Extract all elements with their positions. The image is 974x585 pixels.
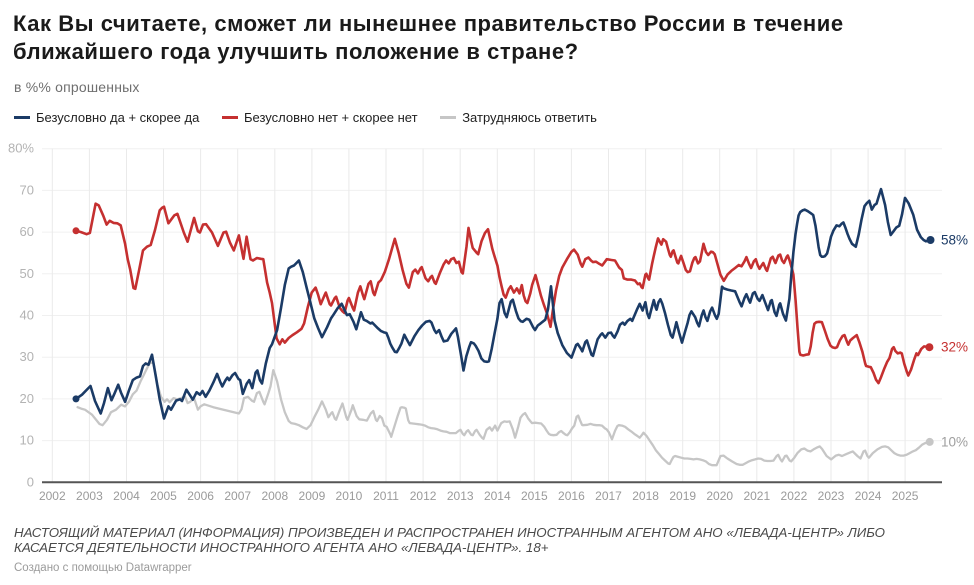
svg-text:32%: 32% [941,340,968,355]
svg-text:2006: 2006 [187,489,214,503]
svg-text:10%: 10% [941,434,968,449]
svg-text:0: 0 [27,474,34,489]
svg-text:2011: 2011 [373,489,399,503]
svg-text:2008: 2008 [261,489,288,503]
svg-text:30: 30 [20,349,34,364]
svg-text:2017: 2017 [595,489,622,503]
svg-text:2024: 2024 [855,489,882,503]
svg-text:2005: 2005 [150,489,177,503]
svg-text:60: 60 [20,224,34,239]
svg-text:10: 10 [20,433,34,448]
svg-text:2014: 2014 [484,489,511,503]
svg-text:2012: 2012 [410,489,437,503]
svg-text:2003: 2003 [76,489,103,503]
svg-text:2025: 2025 [892,489,919,503]
svg-text:2022: 2022 [781,489,808,503]
svg-text:70: 70 [20,182,34,197]
svg-text:2013: 2013 [447,489,474,503]
svg-text:50: 50 [20,266,34,281]
svg-text:2010: 2010 [336,489,363,503]
svg-text:2018: 2018 [632,489,659,503]
svg-text:2019: 2019 [669,489,696,503]
svg-text:2023: 2023 [818,489,845,503]
svg-text:2007: 2007 [224,489,251,503]
svg-text:2016: 2016 [558,489,585,503]
svg-text:80%: 80% [8,141,34,156]
svg-text:20: 20 [20,391,34,406]
svg-text:2015: 2015 [521,489,548,503]
svg-text:40: 40 [20,308,34,323]
svg-text:2009: 2009 [299,489,326,503]
svg-text:2020: 2020 [706,489,733,503]
svg-text:2021: 2021 [743,489,770,503]
svg-text:58%: 58% [941,233,968,248]
svg-text:2004: 2004 [113,489,140,503]
svg-text:2002: 2002 [39,489,66,503]
